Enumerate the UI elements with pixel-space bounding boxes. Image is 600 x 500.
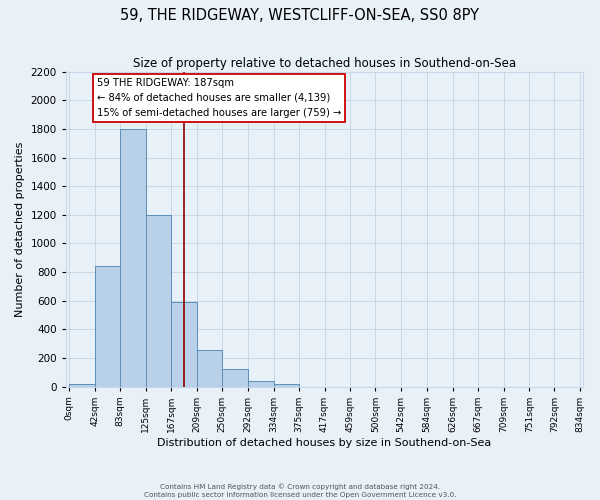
Text: Contains HM Land Registry data © Crown copyright and database right 2024.
Contai: Contains HM Land Registry data © Crown c… <box>144 484 456 498</box>
Bar <box>120 129 146 386</box>
Bar <box>95 266 120 386</box>
Bar <box>197 350 222 387</box>
Bar <box>171 302 197 386</box>
Bar <box>248 381 274 386</box>
Bar <box>146 215 171 386</box>
Text: 59, THE RIDGEWAY, WESTCLIFF-ON-SEA, SS0 8PY: 59, THE RIDGEWAY, WESTCLIFF-ON-SEA, SS0 … <box>121 8 479 22</box>
Title: Size of property relative to detached houses in Southend-on-Sea: Size of property relative to detached ho… <box>133 58 516 70</box>
Y-axis label: Number of detached properties: Number of detached properties <box>15 142 25 317</box>
X-axis label: Distribution of detached houses by size in Southend-on-Sea: Distribution of detached houses by size … <box>157 438 491 448</box>
Bar <box>222 368 248 386</box>
Bar <box>274 384 299 386</box>
Text: 59 THE RIDGEWAY: 187sqm
← 84% of detached houses are smaller (4,139)
15% of semi: 59 THE RIDGEWAY: 187sqm ← 84% of detache… <box>97 78 341 118</box>
Bar <box>69 384 95 386</box>
